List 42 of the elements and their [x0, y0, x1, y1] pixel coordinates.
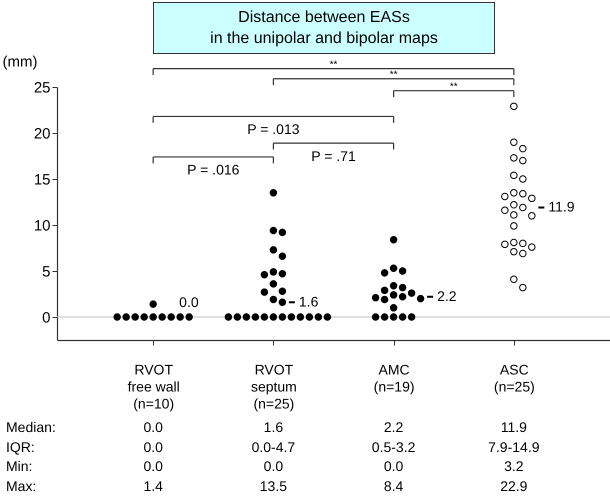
x-tick-label: AMC (n=19)	[374, 362, 415, 394]
text: 0.0	[142, 457, 164, 475]
y-tick-label: 0	[42, 310, 50, 326]
x-tick-label: ASC (n=25)	[494, 362, 535, 394]
text: 8.4	[382, 476, 404, 494]
annotation: P = .016	[187, 162, 240, 178]
text: 0.0-4.7	[250, 438, 296, 456]
y-tick-label: 20	[34, 126, 50, 142]
annotation: P = .013	[247, 121, 300, 138]
text: 11.9	[500, 418, 528, 436]
text: 0.0	[142, 438, 164, 456]
text: 0.0	[142, 418, 164, 436]
annotation: 1.6	[298, 293, 319, 310]
x-tick-label: RVOT septum (n=25)	[250, 362, 297, 412]
text: 2.2	[382, 418, 404, 436]
y-tick-label: 10	[34, 218, 50, 234]
text: Min:	[6, 457, 32, 475]
text: **	[390, 70, 398, 81]
text: 0.0	[262, 457, 284, 475]
chart-title: Distance between EASs in the unipolar and bipolar maps	[153, 2, 495, 54]
x-tick-label: RVOT free wall (n=10)	[128, 362, 180, 412]
text: 22.9	[499, 476, 528, 494]
text: 3.2	[503, 457, 525, 475]
text: 1.6	[262, 418, 284, 436]
annotation: P = .71	[311, 148, 356, 164]
y-tick-label: 15	[34, 172, 50, 188]
annotation: 0.0	[179, 294, 199, 310]
text: Max:	[6, 476, 36, 494]
text: 13.5	[258, 476, 288, 494]
annotation: 2.2	[437, 288, 457, 304]
text: 7.9-14.9	[487, 438, 540, 456]
y-axis-title: (mm)	[2, 54, 38, 70]
y-tick-label: 5	[42, 264, 50, 280]
text: **	[330, 59, 338, 70]
text: IQR:	[6, 438, 35, 456]
text: 0.0	[382, 457, 404, 475]
y-tick-label: 25	[34, 80, 50, 96]
annotation: 11.9	[548, 198, 575, 215]
text: Median:	[6, 418, 56, 436]
text: 1.4	[142, 476, 164, 494]
annotation: **	[450, 82, 458, 93]
text: 0.5-3.2	[370, 438, 416, 456]
